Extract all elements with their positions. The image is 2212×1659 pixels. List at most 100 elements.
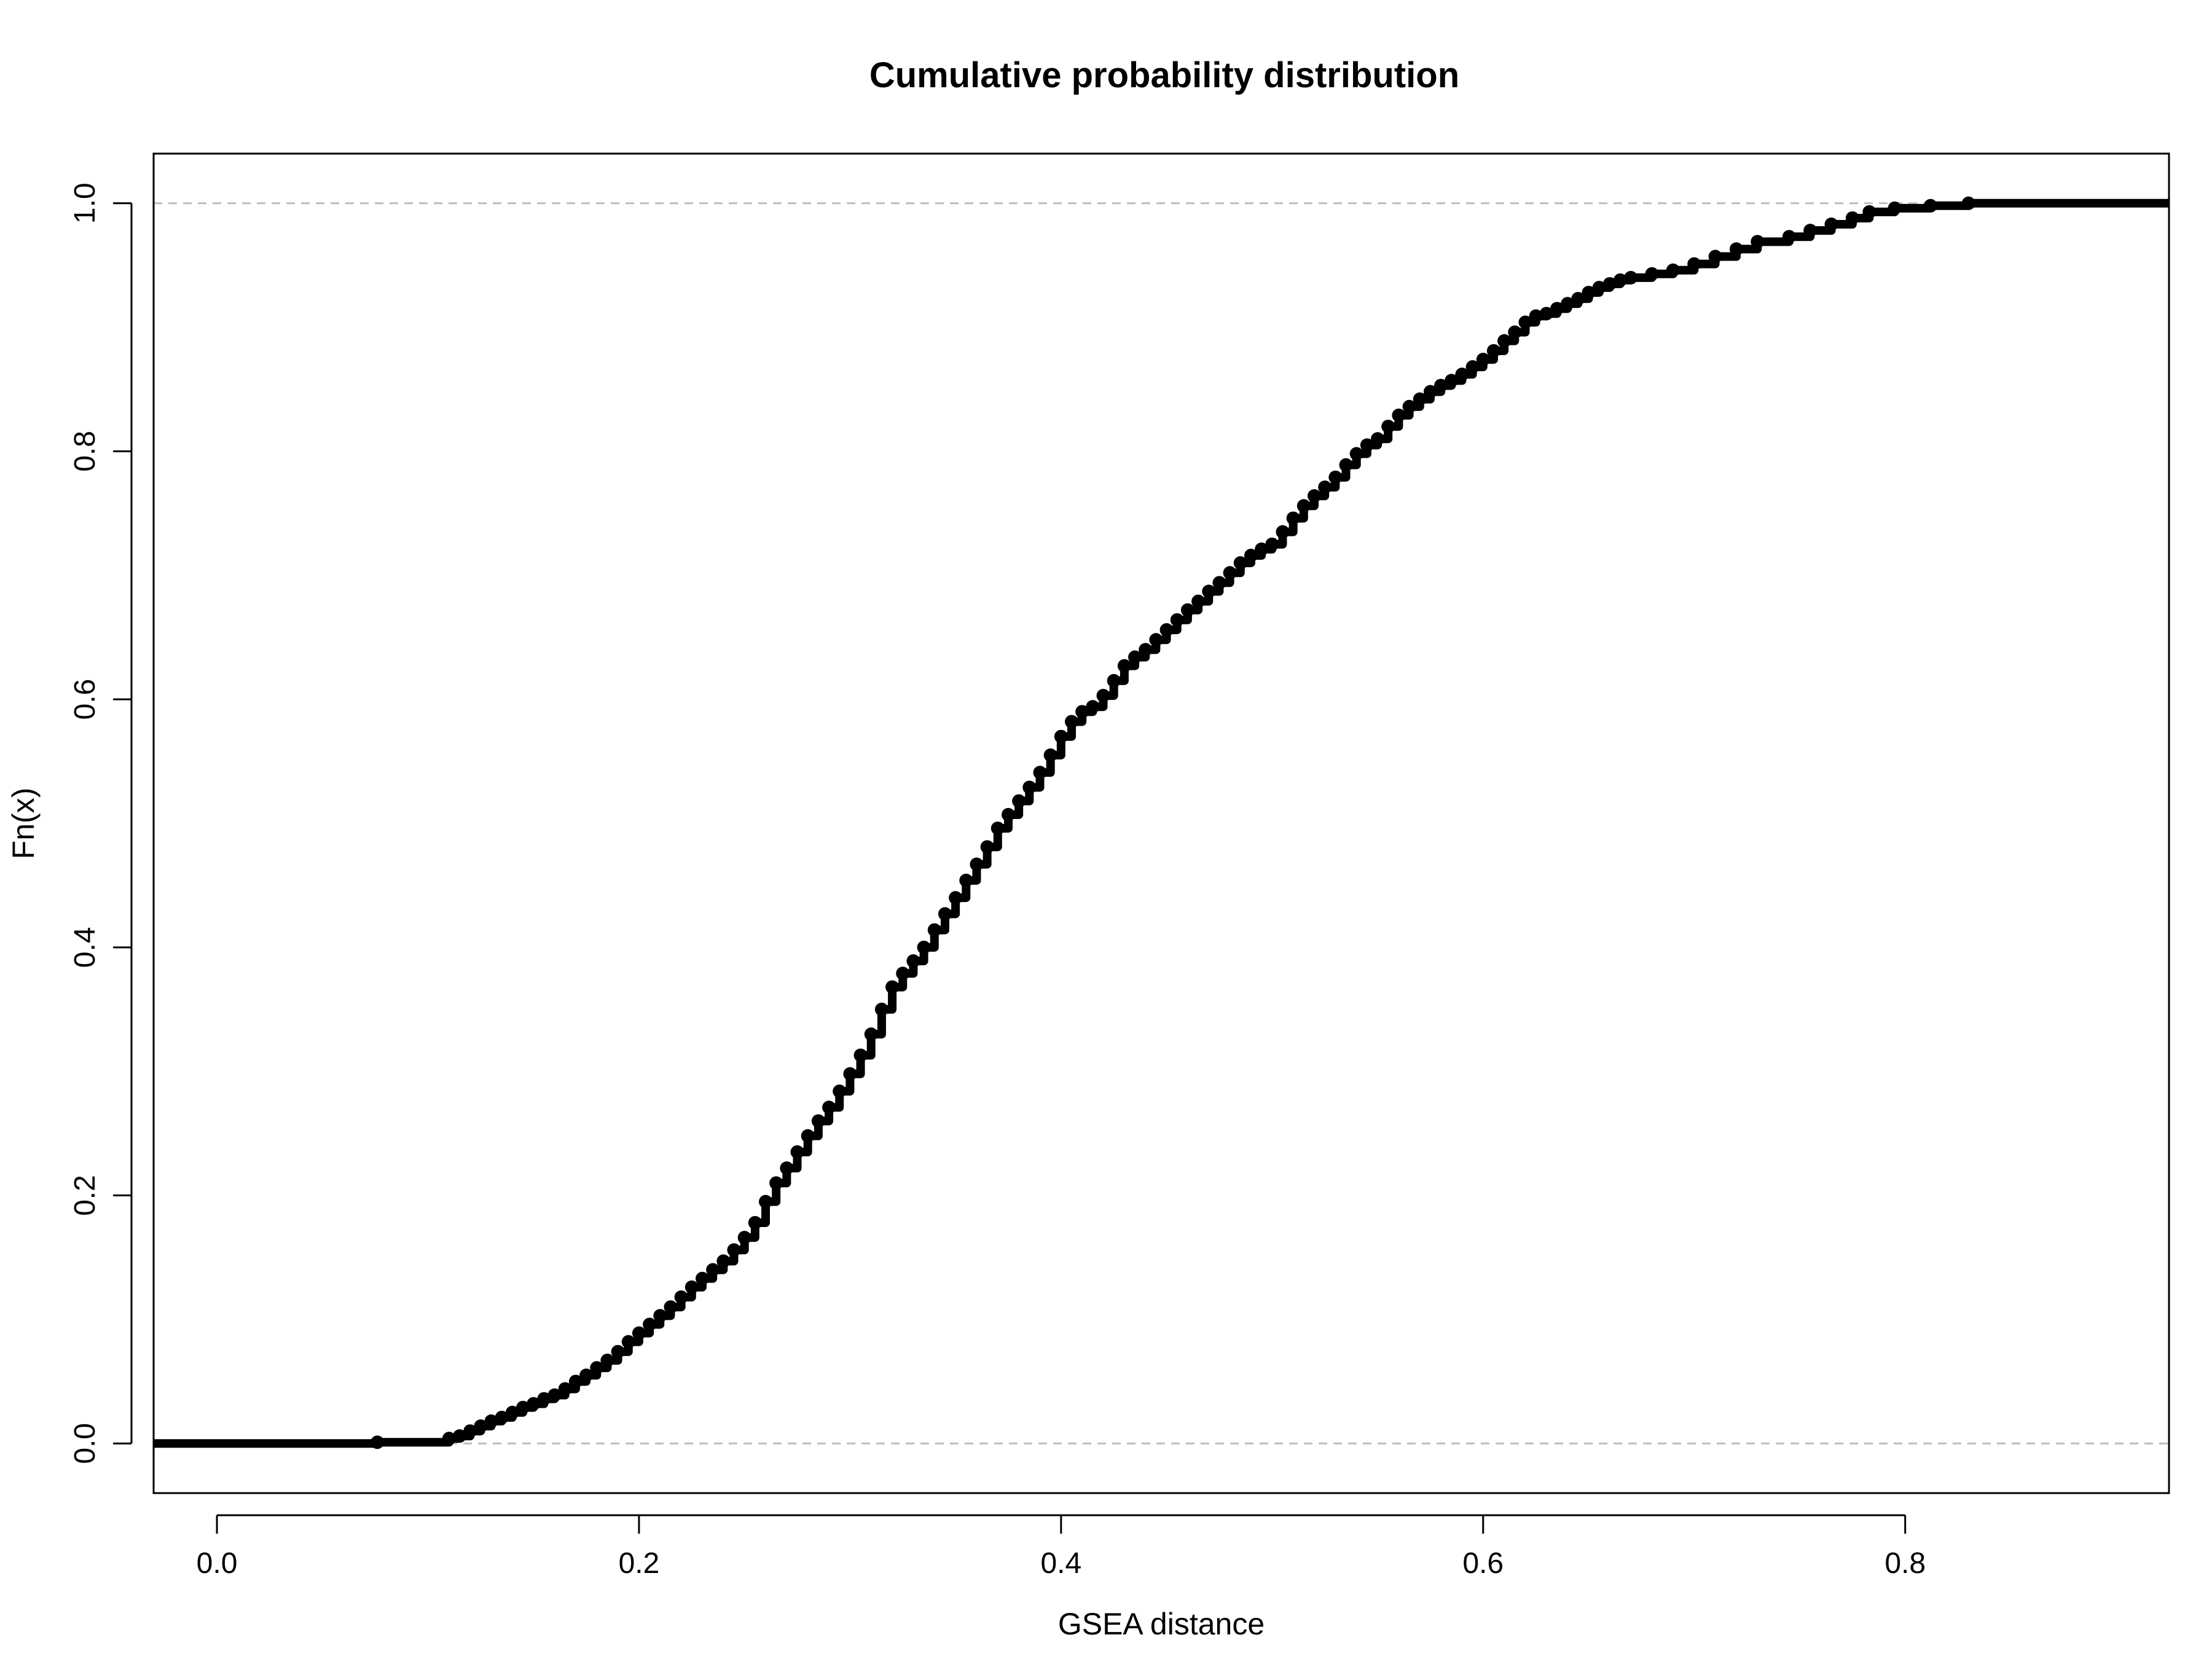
data-point-76 xyxy=(1233,556,1247,570)
x-tick-label: 0.4 xyxy=(1040,1547,1081,1580)
data-point-81 xyxy=(1286,511,1300,525)
data-point-115 xyxy=(1666,263,1680,277)
data-point-45 xyxy=(906,954,920,968)
reference-lines xyxy=(154,202,2169,1445)
data-point-7 xyxy=(505,1405,519,1419)
data-point-90 xyxy=(1381,420,1395,434)
data-point-126 xyxy=(1923,198,1937,213)
data-point-65 xyxy=(1117,659,1131,673)
data-point-110 xyxy=(1592,281,1606,294)
y-tick-label: 0.6 xyxy=(69,679,101,720)
data-point-89 xyxy=(1371,432,1385,446)
axes: 0.0 0.2 0.4 0.6 0.8 0.0 0.2 0.4 0.6 0.8 1.0 xyxy=(69,182,1926,1580)
data-point-47 xyxy=(927,923,941,937)
y-tick-label: 1.0 xyxy=(69,182,101,224)
y-tick-label: 0.8 xyxy=(69,431,101,472)
data-point-83 xyxy=(1308,489,1322,503)
data-point-26 xyxy=(706,1263,720,1277)
data-point-38 xyxy=(833,1084,847,1098)
data-point-88 xyxy=(1360,438,1374,452)
data-point-41 xyxy=(864,1027,878,1041)
data-point-2 xyxy=(453,1429,467,1443)
data-point-118 xyxy=(1729,242,1743,256)
data-point-15 xyxy=(590,1361,604,1375)
data-point-51 xyxy=(970,857,984,871)
data-point-5 xyxy=(484,1414,498,1428)
data-point-59 xyxy=(1054,729,1068,743)
data-point-25 xyxy=(695,1271,709,1285)
y-tick-label: 0.4 xyxy=(69,927,101,968)
data-point-101 xyxy=(1497,334,1512,348)
data-point-16 xyxy=(600,1354,614,1368)
data-point-9 xyxy=(527,1397,541,1411)
data-point-63 xyxy=(1096,689,1110,703)
data-point-117 xyxy=(1708,249,1722,264)
data-point-91 xyxy=(1392,408,1406,422)
data-point-4 xyxy=(474,1419,488,1433)
data-point-100 xyxy=(1486,343,1500,358)
data-point-116 xyxy=(1687,257,1701,271)
data-point-124 xyxy=(1862,205,1877,219)
data-point-82 xyxy=(1296,499,1311,513)
data-point-75 xyxy=(1223,566,1237,580)
data-point-74 xyxy=(1212,576,1226,590)
data-point-114 xyxy=(1645,267,1659,281)
data-point-93 xyxy=(1413,392,1427,406)
data-point-28 xyxy=(727,1243,741,1257)
ecdf-line xyxy=(154,198,2169,1448)
data-point-8 xyxy=(516,1400,530,1414)
data-point-54 xyxy=(1001,807,1015,822)
data-point-120 xyxy=(1782,230,1796,244)
data-point-39 xyxy=(843,1067,857,1081)
data-point-22 xyxy=(664,1300,678,1314)
data-point-11 xyxy=(547,1388,562,1402)
data-point-57 xyxy=(1033,766,1047,780)
data-point-111 xyxy=(1602,276,1617,291)
data-point-69 xyxy=(1159,623,1174,637)
data-point-86 xyxy=(1339,458,1353,472)
data-point-19 xyxy=(632,1326,646,1340)
ecdf-curve xyxy=(154,196,2169,1449)
data-point-125 xyxy=(1888,201,1902,215)
data-point-13 xyxy=(568,1375,582,1389)
x-tick-label: 0.8 xyxy=(1885,1547,1926,1580)
data-point-21 xyxy=(653,1309,667,1323)
data-point-17 xyxy=(611,1344,625,1359)
data-point-58 xyxy=(1043,748,1057,762)
data-point-103 xyxy=(1518,315,1532,329)
data-point-85 xyxy=(1328,470,1343,484)
x-tick-label: 0.0 xyxy=(197,1547,238,1580)
data-point-40 xyxy=(853,1048,868,1062)
data-point-84 xyxy=(1318,480,1332,494)
data-point-55 xyxy=(1012,794,1026,808)
plot-frame xyxy=(152,152,2170,1494)
y-axis-label: Fn(x) xyxy=(6,788,41,860)
data-point-96 xyxy=(1445,374,1459,388)
data-point-18 xyxy=(621,1335,635,1349)
data-point-48 xyxy=(938,907,952,921)
data-point-78 xyxy=(1255,542,1269,556)
data-point-12 xyxy=(558,1382,572,1396)
data-point-121 xyxy=(1803,224,1818,238)
data-point-70 xyxy=(1170,613,1184,627)
data-point-44 xyxy=(896,967,910,981)
data-point-98 xyxy=(1465,360,1480,374)
data-point-122 xyxy=(1824,218,1838,232)
data-point-14 xyxy=(579,1368,594,1382)
data-point-23 xyxy=(674,1290,688,1304)
data-point-61 xyxy=(1075,705,1089,719)
data-point-30 xyxy=(748,1215,762,1230)
x-axis-label: GSEA distance xyxy=(1058,1607,1265,1641)
data-point-94 xyxy=(1423,385,1437,399)
data-point-34 xyxy=(790,1145,804,1159)
data-point-87 xyxy=(1349,447,1363,461)
data-point-64 xyxy=(1107,673,1121,688)
data-point-52 xyxy=(980,840,994,854)
data-point-127 xyxy=(1961,196,1975,210)
data-point-60 xyxy=(1065,715,1079,729)
data-point-112 xyxy=(1614,273,1628,287)
data-point-77 xyxy=(1244,549,1258,562)
data-point-0 xyxy=(371,1435,385,1449)
data-point-80 xyxy=(1276,525,1290,539)
